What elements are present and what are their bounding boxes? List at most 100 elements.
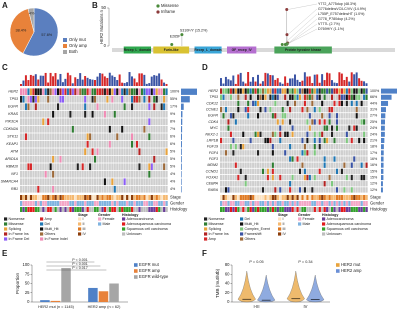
cell — [308, 174, 311, 181]
cell — [64, 155, 67, 163]
cell — [313, 168, 316, 175]
track-cell — [355, 201, 358, 206]
cell — [279, 100, 282, 107]
legend-dot — [156, 10, 160, 14]
cell — [155, 133, 158, 141]
cell — [237, 143, 240, 150]
cell — [345, 174, 348, 181]
track-cell — [29, 207, 33, 212]
cell — [313, 100, 316, 107]
cell — [106, 103, 109, 111]
sample-bar — [313, 74, 316, 86]
cell — [271, 174, 274, 181]
cell — [261, 131, 265, 138]
cell — [348, 181, 351, 187]
cell — [76, 155, 79, 163]
cell — [264, 150, 267, 156]
cell — [345, 181, 348, 187]
cell — [306, 113, 309, 119]
cell — [237, 187, 240, 193]
sample-bar — [274, 79, 277, 86]
cell — [242, 156, 245, 162]
cell — [116, 155, 119, 163]
cell — [316, 174, 319, 181]
cell — [291, 106, 294, 113]
sample-bar — [66, 72, 69, 86]
cell — [335, 94, 339, 100]
domain — [274, 46, 332, 54]
cell — [294, 106, 297, 113]
track-cell — [348, 195, 351, 200]
cell — [227, 125, 230, 131]
track-cell — [261, 195, 265, 200]
legend-label: Male — [303, 222, 311, 226]
cell — [276, 181, 279, 187]
track-cell — [321, 207, 324, 212]
domain — [123, 46, 152, 54]
cell — [148, 163, 151, 171]
slice-label: 38.4% — [15, 29, 26, 33]
sample-bar — [281, 83, 284, 86]
cell — [316, 187, 319, 193]
cell — [313, 174, 316, 181]
track-cell — [259, 195, 262, 200]
cell — [91, 178, 94, 186]
cell — [237, 106, 240, 113]
track-cell — [358, 195, 361, 200]
cell — [135, 185, 139, 193]
freq-bar — [381, 107, 386, 113]
cell — [47, 155, 50, 163]
cell — [71, 178, 74, 186]
cell — [111, 148, 114, 156]
cell — [108, 95, 111, 103]
track-cell — [69, 195, 72, 200]
freq-bar — [381, 125, 385, 131]
y-tick-label: 60 — [225, 271, 230, 276]
sample-bar — [113, 76, 116, 86]
cell — [281, 150, 284, 156]
cell — [321, 88, 324, 94]
cell — [20, 95, 23, 103]
track-cell — [128, 207, 131, 212]
cell — [227, 168, 230, 175]
cell — [145, 95, 148, 103]
track-label: Histology — [170, 207, 188, 212]
legend-swatch — [134, 275, 138, 279]
cell — [360, 156, 363, 162]
track-cell — [353, 201, 356, 206]
cell — [224, 174, 228, 181]
legend-swatch — [298, 217, 302, 221]
cell — [335, 113, 339, 119]
gene-label: CCNE1 — [206, 108, 218, 112]
cell — [20, 125, 23, 133]
cell — [111, 185, 114, 193]
cell — [98, 185, 102, 193]
cell — [44, 103, 47, 111]
cell — [365, 137, 368, 144]
track-cell — [220, 201, 223, 206]
cell — [316, 94, 319, 100]
track-cell — [365, 207, 368, 212]
track-cell — [27, 201, 30, 206]
legend-label: EGFR mut — [139, 262, 160, 267]
cell — [326, 94, 329, 100]
cell — [254, 143, 257, 150]
cell — [252, 162, 255, 168]
cell — [20, 140, 23, 148]
track-cell — [311, 195, 314, 200]
cell — [220, 88, 223, 94]
cell — [247, 119, 250, 125]
track-cell — [296, 201, 299, 206]
track-cell — [143, 195, 146, 200]
cell — [358, 137, 361, 144]
cell — [84, 140, 87, 148]
cell — [143, 88, 146, 96]
cell — [103, 88, 106, 96]
cell — [32, 133, 35, 141]
cell — [306, 162, 309, 168]
cell — [24, 155, 28, 163]
cell — [150, 148, 153, 156]
track-cell — [276, 195, 279, 200]
cell — [274, 88, 277, 94]
cell — [84, 95, 87, 103]
